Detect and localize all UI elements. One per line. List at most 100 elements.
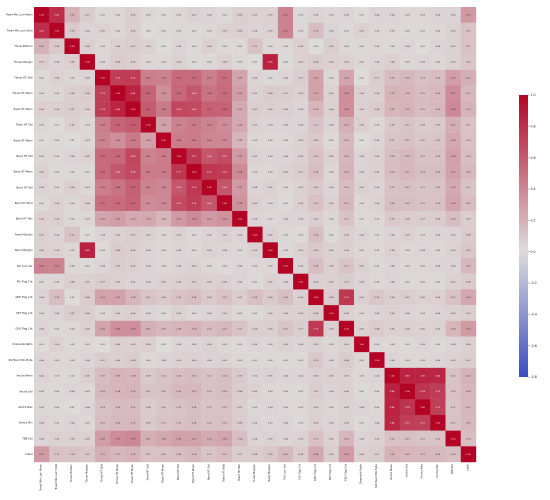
heatmap-cell [79, 336, 96, 353]
heatmap-cell [34, 148, 50, 165]
heatmap-cell [232, 258, 248, 274]
cell-value-label: 0.20 [466, 376, 471, 378]
heatmap-cell [79, 289, 96, 306]
heatmap-cell [64, 195, 80, 212]
heatmap-cell [186, 69, 202, 86]
cell-value-label: 0.04 [100, 266, 105, 268]
cell-value-label: 0.05 [85, 156, 90, 158]
cell-value-label: 0.08 [146, 407, 151, 409]
heatmap-cell [415, 367, 431, 384]
heatmap-cell [64, 7, 80, 23]
cell-value-label: 0.12 [405, 140, 410, 142]
heatmap-cell [430, 242, 446, 259]
heatmap-cell [64, 352, 80, 369]
heatmap-cell [460, 367, 477, 384]
cell-value-label: 0.06 [85, 313, 90, 315]
heatmap-cell [201, 430, 218, 447]
heatmap-cell [460, 116, 477, 133]
column-tick-label: Tread HT Mean [130, 464, 134, 484]
cell-value-label: 0.05 [329, 376, 334, 378]
heatmap-cell [460, 242, 477, 259]
cell-value-label: 0.06 [329, 109, 334, 111]
cell-value-label: 0.06 [344, 391, 349, 393]
cell-value-label: 0.03 [55, 156, 60, 158]
heatmap-cell [125, 210, 141, 227]
heatmap-cell [369, 179, 385, 196]
cell-value-label: 0.03 [420, 360, 425, 362]
cell-value-label: 0.04 [39, 438, 44, 440]
cell-value-label: 0.06 [268, 328, 273, 330]
cell-value-label: 0.05 [55, 203, 60, 205]
cell-value-label: 0.14 [314, 172, 319, 174]
heatmap-cell [338, 179, 355, 196]
cell-value-label: 0.06 [116, 46, 121, 48]
heatmap-cell [186, 242, 202, 259]
heatmap-cell [110, 352, 126, 369]
cell-value-label: 0.03 [375, 407, 380, 409]
cell-value-label: 0.31 [39, 454, 44, 456]
heatmap-cell [49, 116, 65, 133]
cell-value-label: 0.05 [420, 297, 425, 299]
heatmap-cell [445, 367, 461, 384]
heatmap-cell [277, 320, 294, 337]
heatmap-cell [354, 179, 370, 196]
heatmap-cell [94, 446, 111, 463]
cell-value-label: 0.18 [390, 109, 395, 111]
heatmap-cell [125, 446, 141, 463]
cell-value-label: 0.01 [70, 297, 75, 299]
heatmap-cell [399, 7, 416, 23]
heatmap-cell [445, 38, 461, 55]
heatmap-cell [369, 336, 385, 353]
cell-value-label: 1.00 [375, 360, 380, 362]
heatmap-cell [140, 273, 157, 290]
cell-value-label: 0.15 [222, 454, 227, 456]
cell-value-label: 0.10 [314, 360, 319, 362]
heatmap-cell [125, 258, 141, 274]
heatmap-cell [110, 148, 126, 165]
cell-value-label: 0.54 [116, 156, 121, 158]
cell-value-label: 0.37 [116, 438, 121, 440]
heatmap-cell [323, 273, 340, 290]
heatmap-cell [338, 242, 355, 259]
heatmap-cell [125, 163, 141, 180]
column-tick-label: PIX Lum Var [282, 463, 286, 479]
cell-value-label: 0.14 [192, 297, 197, 299]
cell-value-label: 0.07 [237, 297, 242, 299]
cell-value-label: 0.08 [85, 297, 90, 299]
heatmap-cell [354, 399, 370, 416]
heatmap-cell [354, 195, 370, 212]
row-tick-label: Band HT Std [16, 154, 33, 158]
heatmap-cell [216, 226, 233, 243]
cell-value-label: 0.11 [344, 219, 349, 221]
row-tick-label: PKT Flag Cnt [16, 311, 32, 315]
row-tick-label: Vectra Min [19, 421, 33, 425]
cell-value-label: 0.54 [176, 93, 181, 95]
heatmap-cell [64, 132, 80, 149]
heatmap-cell [293, 430, 309, 447]
column-tick-label: Tread Min Lum Mean [39, 464, 43, 491]
heatmap-cell [110, 101, 126, 118]
cell-value-label: 0.45 [192, 124, 197, 126]
cell-value-label: 0.04 [420, 250, 425, 252]
heatmap-cell [415, 446, 431, 463]
cell-value-label: 0.13 [420, 77, 425, 79]
cell-value-label: 0.51 [100, 203, 105, 205]
heatmap-cell [64, 367, 80, 384]
heatmap-cell [140, 383, 157, 400]
column-tick-label: Std Band Min Byte [374, 464, 378, 488]
heatmap-cell [460, 226, 477, 243]
heatmap-cell [277, 305, 294, 321]
heatmap-cell [445, 383, 461, 400]
cell-value-label: 1.00 [359, 344, 364, 346]
cell-value-label: 0.03 [207, 62, 212, 64]
heatmap-cell [293, 414, 309, 431]
heatmap-cell [430, 148, 446, 165]
heatmap-cell [277, 226, 294, 243]
cell-value-label: 0.16 [405, 156, 410, 158]
cell-value-label: 0.14 [314, 266, 319, 268]
heatmap-cell [445, 430, 461, 447]
cell-value-label: 0.19 [344, 172, 349, 174]
heatmap-cell [94, 289, 111, 306]
heatmap-cell [293, 367, 309, 384]
row-tick-label: GKO Flag Cnt [15, 327, 32, 331]
